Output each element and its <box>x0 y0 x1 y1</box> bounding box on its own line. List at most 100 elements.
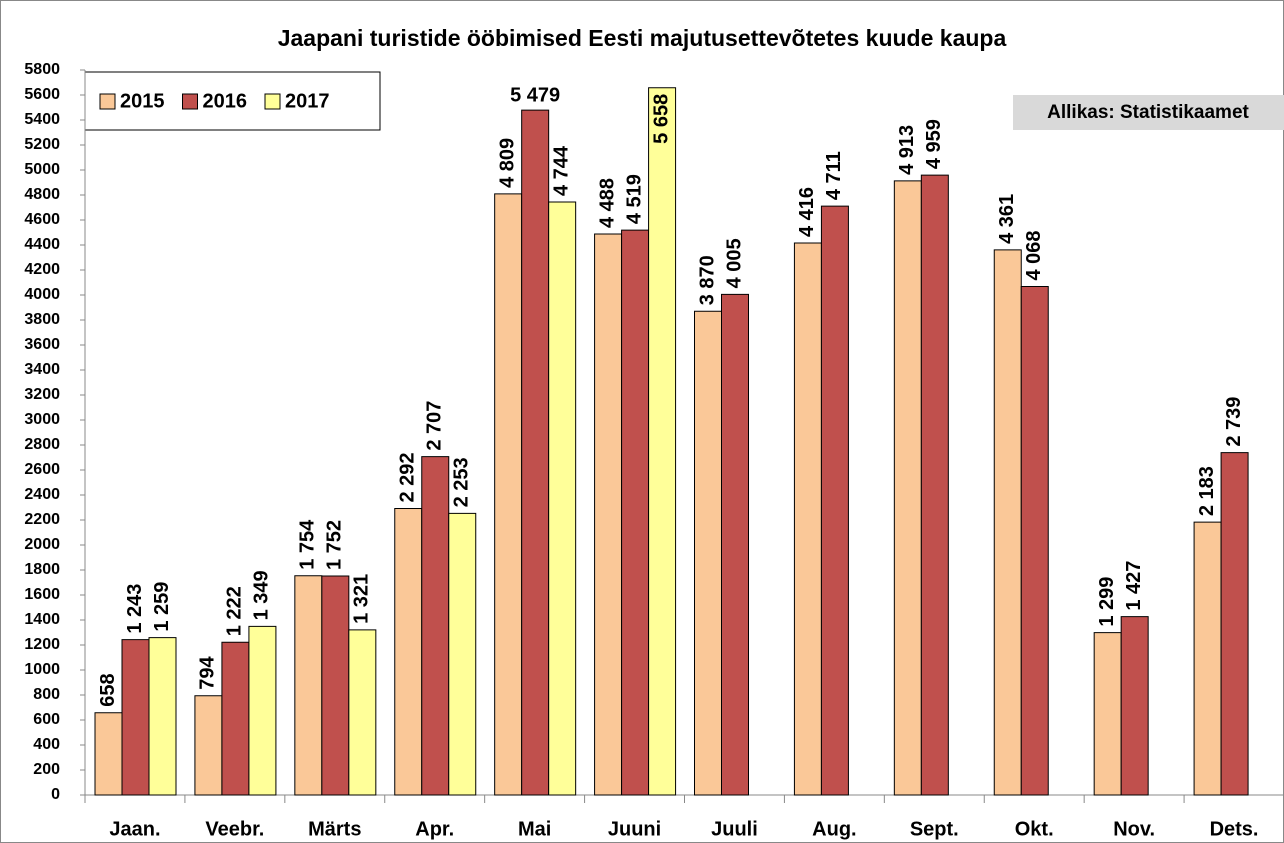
bar <box>993 249 1022 796</box>
x-tick-label: Dets. <box>1210 818 1259 840</box>
value-label: 5 479 <box>510 84 560 106</box>
bar <box>1193 521 1222 796</box>
value-label: 4 519 <box>623 174 645 224</box>
y-tick-label: 0 <box>51 786 60 803</box>
value-label: 3 870 <box>696 255 718 305</box>
bar <box>594 233 623 796</box>
bar <box>1220 452 1249 796</box>
value-label: 658 <box>97 673 119 706</box>
bar <box>920 174 949 796</box>
y-tick-label: 5600 <box>24 86 60 103</box>
bar <box>1020 286 1049 796</box>
value-label: 4 744 <box>550 145 572 196</box>
value-label: 794 <box>197 656 219 690</box>
value-label: 1 349 <box>251 570 273 620</box>
y-tick-label: 5800 <box>24 61 60 78</box>
legend-label: 2017 <box>285 90 330 112</box>
y-tick-label: 1800 <box>24 561 60 578</box>
y-tick-label: 5400 <box>24 111 60 128</box>
bar <box>421 456 450 796</box>
x-tick-label: Aug. <box>812 818 856 840</box>
bar <box>694 310 722 796</box>
y-tick-label: 2400 <box>24 486 60 503</box>
value-label: 5 658 <box>650 94 672 144</box>
y-tick-label: 4400 <box>24 236 60 253</box>
value-label: 2 292 <box>397 452 419 502</box>
legend-label: 2016 <box>203 90 248 112</box>
bar <box>448 512 477 796</box>
bar <box>148 637 177 796</box>
y-tick-label: 3600 <box>24 336 60 353</box>
y-tick-label: 4600 <box>24 211 60 228</box>
value-label: 1 321 <box>351 574 373 624</box>
value-label: 1 222 <box>224 586 246 636</box>
value-label: 4 711 <box>823 151 845 200</box>
y-tick-label: 2800 <box>24 436 60 453</box>
y-tick-label: 200 <box>33 761 60 778</box>
x-tick-label: Okt. <box>1015 818 1054 840</box>
bar <box>348 629 377 796</box>
bar <box>1120 616 1149 796</box>
bar <box>648 87 677 796</box>
value-label: 1 752 <box>324 520 346 570</box>
y-tick-label: 2000 <box>24 536 60 553</box>
y-tick-label: 4800 <box>24 186 60 203</box>
x-tick-label: Nov. <box>1113 818 1155 840</box>
value-label: 4 959 <box>923 119 945 169</box>
value-label: 1 427 <box>1123 561 1145 611</box>
y-tick-label: 800 <box>33 686 60 703</box>
value-label: 4 913 <box>896 125 918 175</box>
y-tick-label: 3800 <box>24 311 60 328</box>
bar <box>548 201 577 796</box>
bar <box>94 712 123 796</box>
legend-label: 2015 <box>120 90 165 112</box>
annotation: Allikas: Statistikaamet <box>1047 102 1249 123</box>
x-tick-label: Veebr. <box>205 818 264 840</box>
legend-box <box>84 71 381 131</box>
value-label: 4 809 <box>496 138 518 188</box>
y-tick-label: 1600 <box>24 586 60 603</box>
bar <box>221 641 250 796</box>
value-label: 4 488 <box>596 178 618 228</box>
y-tick-label: 4200 <box>24 261 60 278</box>
bar <box>194 695 223 796</box>
x-tick-label: Juuli <box>711 818 758 840</box>
bar <box>521 109 550 796</box>
y-tick-label: 5200 <box>24 136 60 153</box>
x-tick-label: Apr. <box>415 818 454 840</box>
value-label: 2 253 <box>451 457 473 507</box>
value-label: 4 361 <box>996 194 1018 244</box>
value-label: 1 299 <box>1096 577 1118 627</box>
value-label: 1 259 <box>151 582 173 632</box>
bar <box>893 180 922 796</box>
value-label: 4 068 <box>1023 230 1045 280</box>
legend-swatch <box>182 93 198 110</box>
legend-swatch <box>99 93 116 110</box>
value-label: 4 416 <box>796 187 818 237</box>
legend-swatch <box>264 93 281 110</box>
bar <box>793 242 822 796</box>
value-label: 2 739 <box>1223 397 1245 447</box>
bar <box>621 229 650 796</box>
value-label: 1 243 <box>124 584 146 634</box>
bar <box>1093 632 1122 796</box>
bar <box>494 193 523 796</box>
x-tick-label: Jaan. <box>109 818 160 840</box>
y-tick-label: 3400 <box>24 361 60 378</box>
y-tick-label: 5000 <box>24 161 60 178</box>
value-label: 2 183 <box>1196 466 1218 516</box>
y-tick-label: 1200 <box>24 636 60 653</box>
x-tick-label: Sept. <box>910 818 959 840</box>
bar <box>121 639 150 796</box>
bar <box>248 625 277 796</box>
bar <box>820 205 849 796</box>
value-label: 2 707 <box>424 401 446 451</box>
value-label: 4 005 <box>723 238 745 288</box>
y-tick-label: 2600 <box>24 461 60 478</box>
y-tick-label: 2200 <box>24 511 60 528</box>
value-label: 1 754 <box>297 519 319 570</box>
y-tick-label: 1400 <box>24 611 60 628</box>
y-tick-label: 3200 <box>24 386 60 403</box>
x-tick-label: Märts <box>308 818 361 840</box>
